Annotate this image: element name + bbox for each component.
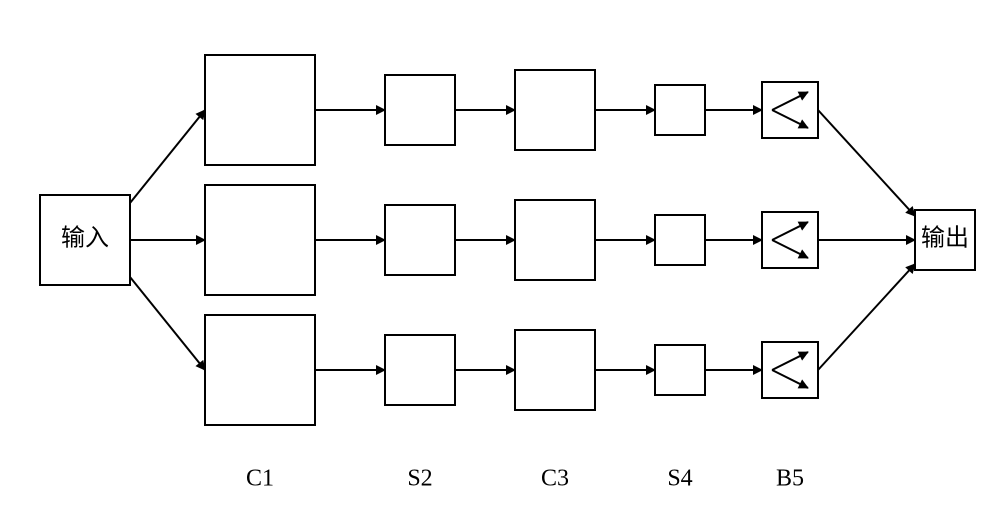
arrow-B5-to-output-row0 (818, 110, 915, 216)
split-arrows-icon (772, 222, 808, 258)
box-C3-row0 (515, 70, 595, 150)
box-S2-row0 (385, 75, 455, 145)
arrow-B5-to-output-row2 (818, 264, 915, 370)
box-B5-row0 (762, 82, 818, 138)
cnn-architecture-diagram: 输入 输出 C1 S2 C3 S4 B5 (0, 0, 1000, 508)
box-C1-row0 (205, 55, 315, 165)
arrow-input-to-C1-row2 (130, 277, 205, 370)
box-S4-row0 (655, 85, 705, 135)
box-S4-row2 (655, 345, 705, 395)
column-label-S4: S4 (667, 466, 692, 492)
box-S2-row2 (385, 335, 455, 405)
box-B5-row2 (762, 342, 818, 398)
box-B5-row1 (762, 212, 818, 268)
output-label: 输出 (921, 225, 969, 252)
column-label-C3: C3 (541, 466, 569, 492)
column-label-B5: B5 (776, 466, 804, 492)
arrow-input-to-C1-row0 (130, 110, 205, 203)
box-C1-row1 (205, 185, 315, 295)
box-S4-row1 (655, 215, 705, 265)
column-label-S2: S2 (407, 466, 432, 492)
box-C3-row2 (515, 330, 595, 410)
input-label: 输入 (61, 225, 109, 252)
column-label-C1: C1 (246, 466, 274, 492)
box-C3-row1 (515, 200, 595, 280)
box-S2-row1 (385, 205, 455, 275)
split-arrows-icon (772, 352, 808, 388)
box-C1-row2 (205, 315, 315, 425)
split-arrows-icon (772, 92, 808, 128)
